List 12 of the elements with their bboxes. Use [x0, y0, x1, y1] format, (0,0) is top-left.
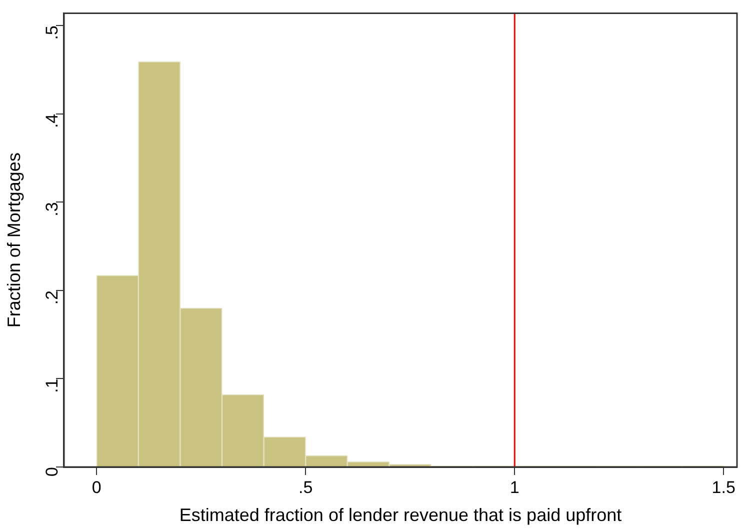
y-tick-label: .3	[42, 202, 62, 216]
x-axis-title: Estimated fraction of lender revenue that is paid upfront	[179, 505, 622, 526]
y-tick-label: .2	[42, 290, 62, 305]
y-tick-label: 0	[42, 467, 62, 476]
x-tick-label: 1	[510, 478, 520, 497]
y-tick-label: .1	[42, 378, 62, 393]
y-tick-label: .4	[42, 114, 62, 128]
x-tick-label: 0	[92, 478, 102, 497]
x-tick-label: .5	[298, 478, 313, 497]
y-tick-label: .5	[42, 26, 62, 40]
x-tick-label: 1.5	[712, 478, 736, 497]
y-axis-title: Fraction of Mortgages	[4, 152, 24, 328]
